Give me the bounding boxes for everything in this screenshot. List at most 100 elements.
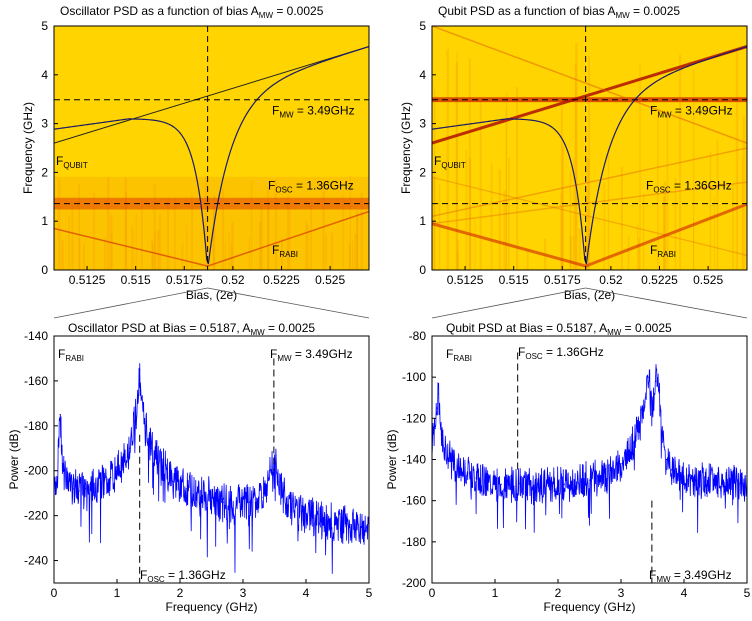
top_left-ann-fosc: FOSC = 1.36GHz <box>268 179 354 195</box>
bottom_left-data-point <box>362 528 364 530</box>
top_right-plot-area <box>432 26 747 270</box>
top_right-xtick-label: 0.525 <box>693 273 723 287</box>
bottom_right-data-point <box>661 434 663 436</box>
bottom_left-ytick-label: -180 <box>24 419 48 433</box>
top_right-title-amp-value: = 0.0025 <box>630 4 681 18</box>
bottom_right-data-point <box>677 473 679 475</box>
bottom_left-title-text: Oscillator PSD at Bias = 0.5187, <box>68 321 240 335</box>
top_right-sideband <box>432 181 747 225</box>
bottom_left-ann-fosc-main: F <box>140 568 147 582</box>
bottom_left-data-point <box>299 510 301 512</box>
connector-left-b <box>207 287 370 319</box>
bottom_right-data-point <box>601 475 603 477</box>
top_left-ytick-label: 4 <box>41 68 48 82</box>
top_right-dip-curve <box>432 46 747 265</box>
bottom_right-data-point <box>551 483 553 485</box>
top_left-ytick-label: 5 <box>41 19 48 33</box>
top_right-ytick-label: 4 <box>419 68 426 82</box>
bottom_left-title-amp: A <box>240 321 251 335</box>
bottom_left-ann-fosc-value: = 1.36GHz <box>165 568 226 582</box>
bottom_left-data-point <box>56 476 58 479</box>
top_right-ytick-label: 5 <box>419 19 426 33</box>
top_right-xlabel: Bias, (2e) <box>564 288 615 302</box>
bottom_left-data-point <box>137 398 139 400</box>
bottom_left-data-point <box>103 481 105 483</box>
bottom_left-data-point <box>97 483 99 485</box>
top_right-xtick-label: 0.5175 <box>544 273 581 287</box>
bottom_left-ytick-label: -140 <box>24 329 48 343</box>
top_right-ann-fosc: FOSC = 1.36GHz <box>646 179 732 195</box>
bottom_right-data-point <box>462 471 465 473</box>
bottom_right-ytick-label: -160 <box>402 494 426 508</box>
bottom_left-data-point <box>173 481 175 483</box>
bottom_right-data-point <box>658 386 660 389</box>
top_left-dip-curve <box>54 46 369 265</box>
bottom_left-data-point <box>78 490 80 492</box>
bottom_right-title-text: Qubit PSD at Bias = 0.5187, <box>446 321 596 335</box>
bottom_left-ann-frabi-sub: RABI <box>65 354 84 363</box>
bottom_left-xtick-label: 0 <box>51 586 58 600</box>
bottom_left-data-point <box>223 501 225 503</box>
bottom_right-ann-fosc-main: F <box>518 345 525 359</box>
bottom_right-data-point <box>434 428 436 430</box>
top_right-frame <box>431 25 748 271</box>
bottom_left-xtick-label: 4 <box>303 586 310 600</box>
bottom_right-ann-fmw-main: F <box>649 568 656 582</box>
bottom_left-title-amp-sub: MW <box>250 328 265 337</box>
bottom_right-data-point <box>644 401 646 403</box>
top_left-xtick-label: 0.5225 <box>263 273 300 287</box>
bottom_right-plot-area <box>432 352 747 583</box>
bottom_left-data-point <box>144 425 146 427</box>
bottom_right-data-point <box>588 479 591 481</box>
top_right-ann-fqubit: FQUBIT <box>434 154 466 170</box>
top_right-ann-fmw-value: = 3.49GHz <box>672 104 733 118</box>
connector-left-a <box>53 287 208 319</box>
top_right-title-text: Qubit PSD as a function of bias <box>438 4 605 18</box>
top_left-plot-area <box>54 26 369 270</box>
top_right-panel: 0.5125 0.515 0.5175 0.52 0.5225 0.525 0 1 2 3 4 5 Bi… <box>399 19 748 302</box>
bottom_left-data-point <box>336 521 339 523</box>
top_left-ytick-label: 0 <box>41 263 48 277</box>
top_left-ann-frabi-main: F <box>272 243 279 257</box>
top_right-ann-fmw-main: F <box>650 104 657 118</box>
bottom_left-data-point <box>151 447 153 449</box>
top_left-frame <box>53 25 370 271</box>
top_right-ann-fosc-sub: OSC <box>653 186 671 195</box>
top_right-title-amp: A <box>605 4 616 18</box>
top_left-ann-fmw-value: = 3.49GHz <box>294 104 355 118</box>
bottom_left-xtick-label: 2 <box>177 586 184 600</box>
top_right-xtick-label: 0.52 <box>599 273 623 287</box>
top_right-ytick-label: 2 <box>419 165 426 179</box>
bottom_left-ann-fmw: FMW = 3.49GHz <box>270 347 353 363</box>
bottom_right-data-point <box>696 479 698 481</box>
bottom_left-ytick-label: -160 <box>24 374 48 388</box>
bottom_right-data-point <box>633 442 635 444</box>
top_left-title-amp-sub: MW <box>259 11 274 20</box>
bottom_right-data-point <box>444 448 446 450</box>
bottom_left-xlabel: Frequency (GHz) <box>165 600 257 614</box>
bottom_left-ann-fmw-value: = 3.49GHz <box>292 347 353 361</box>
bottom_left-ytick-label: -200 <box>24 464 48 478</box>
bottom_left-ann-fosc: FOSC = 1.36GHz <box>140 568 226 584</box>
top_right-ann-fmw-sub: MW <box>657 111 672 120</box>
bottom_left-data-point <box>59 413 61 416</box>
top_right-ytick-label: 0 <box>419 263 426 277</box>
bottom_right-ann-fosc-sub: OSC <box>525 352 543 361</box>
top_left-title-amp-value: = 0.0025 <box>273 4 324 18</box>
top_left-xtick-label: 0.525 <box>315 273 345 287</box>
bottom_left-ann-fmw-main: F <box>270 347 277 361</box>
top_right-title: Qubit PSD as a function of bias AMW = 0.… <box>438 4 680 20</box>
bottom_right-panel: 0 1 2 3 4 5 -80 -100 -120 -140 -160 -180 -200 Frequen… <box>385 329 751 614</box>
bottom_right-data-point <box>488 481 490 483</box>
top_left-ytick-label: 2 <box>41 165 48 179</box>
bottom_left-xtick-label: 5 <box>366 586 373 600</box>
top_right-xtick-label: 0.5225 <box>641 273 678 287</box>
bottom_right-data-point <box>525 485 528 487</box>
bottom_right-ytick-label: -180 <box>402 535 426 549</box>
bottom_right-title: Qubit PSD at Bias = 0.5187, AMW = 0.0025 <box>446 321 672 337</box>
bottom_left-data-point <box>277 481 279 483</box>
top_right-ann-frabi-main: F <box>650 243 657 257</box>
top_left-panel: 0.5125 0.515 0.5175 0.52 0.5225 0.525 0 1 2 3 4 5 Bi… <box>21 19 370 302</box>
bottom_right-data-point <box>436 407 438 409</box>
